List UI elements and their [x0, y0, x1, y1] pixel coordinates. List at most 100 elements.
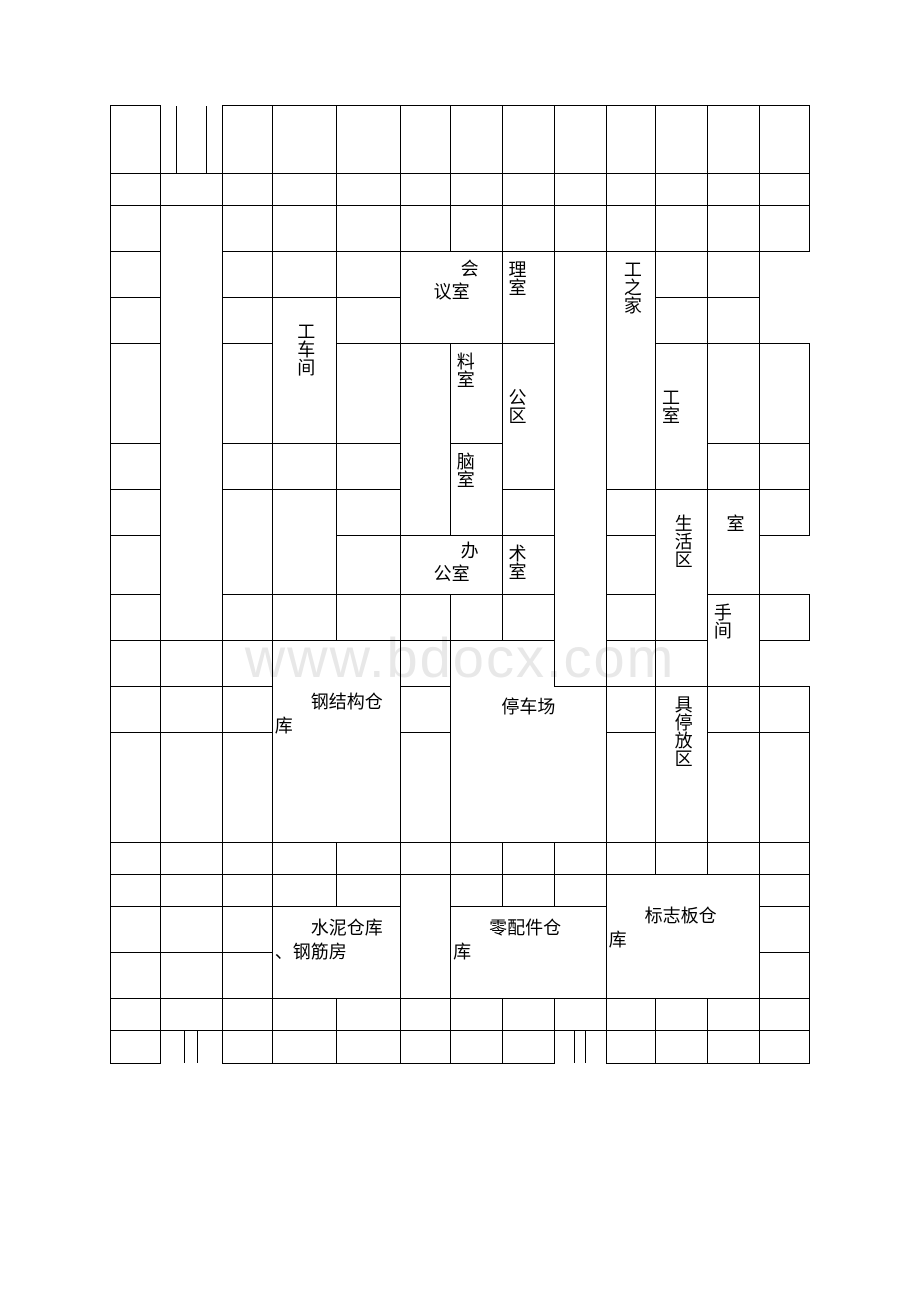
table-row — [111, 174, 810, 206]
cell — [502, 174, 554, 206]
cell — [760, 875, 810, 907]
cell — [760, 206, 810, 252]
cell — [502, 875, 554, 907]
cell — [401, 641, 451, 687]
cell — [337, 536, 401, 595]
cell — [337, 298, 401, 344]
cell — [272, 490, 336, 595]
cell — [451, 106, 503, 174]
cell — [554, 999, 606, 1031]
cell — [760, 106, 810, 174]
floorplan-table-container: 会议室 理室 工之家 工车间 料室 公区 工室 脑室 生活区 室 办公室 术室 — [110, 105, 810, 1064]
cell — [111, 843, 161, 875]
cell — [337, 106, 401, 174]
cell — [111, 999, 161, 1031]
cell — [554, 206, 606, 252]
cell — [502, 206, 554, 252]
cell — [760, 953, 810, 999]
cell-workshop: 工车间 — [272, 298, 336, 444]
cell — [708, 1031, 760, 1064]
cell — [554, 106, 606, 174]
cell — [760, 687, 810, 733]
cell-gong-area: 公区 — [502, 344, 554, 490]
cell — [656, 843, 708, 875]
cell — [337, 595, 401, 641]
cell — [222, 843, 272, 875]
cell — [111, 907, 161, 953]
cell — [272, 444, 336, 490]
cell — [222, 106, 272, 174]
cell — [111, 344, 161, 444]
cell — [502, 843, 554, 875]
table-row — [111, 999, 810, 1031]
cell — [160, 174, 222, 206]
cell — [502, 1031, 554, 1064]
cell — [160, 106, 191, 174]
cell — [401, 106, 451, 174]
cell-steel-warehouse: 钢结构仓库 — [272, 641, 401, 843]
cell-living-area: 生活区 — [656, 490, 708, 641]
cell — [272, 999, 336, 1031]
cell — [451, 595, 503, 641]
cell — [111, 687, 161, 733]
cell — [272, 1031, 336, 1064]
cell — [111, 444, 161, 490]
cell — [656, 298, 708, 344]
cell — [222, 490, 272, 595]
cell — [708, 843, 760, 875]
cell — [760, 843, 810, 875]
cell — [656, 206, 708, 252]
cell — [160, 953, 222, 999]
cell — [606, 174, 656, 206]
cell — [606, 641, 656, 687]
cell — [606, 490, 656, 536]
cell-sign-warehouse: 标志板仓库 — [606, 875, 759, 999]
cell — [760, 595, 810, 641]
cell — [401, 344, 451, 536]
cell — [656, 641, 708, 687]
cell — [222, 174, 272, 206]
cell — [401, 595, 451, 641]
cell — [401, 875, 451, 999]
cell — [760, 490, 810, 536]
cell — [656, 174, 708, 206]
cell — [554, 174, 606, 206]
cell — [272, 174, 336, 206]
cell — [222, 687, 272, 733]
cell — [111, 536, 161, 595]
cell — [337, 252, 401, 298]
cell — [708, 687, 760, 733]
cell — [451, 206, 503, 252]
cell — [111, 641, 161, 687]
cell — [111, 1031, 161, 1064]
cell — [760, 733, 810, 843]
cell-brain-room: 脑室 — [451, 444, 503, 536]
cell — [160, 1031, 222, 1064]
cell — [606, 843, 656, 875]
cell — [160, 733, 222, 843]
cell — [111, 953, 161, 999]
cell-worker-home: 工之家 — [606, 252, 656, 490]
cell — [760, 444, 810, 490]
cell — [502, 999, 554, 1031]
table-row — [111, 843, 810, 875]
cell — [554, 1031, 606, 1064]
cell — [554, 252, 606, 687]
cell — [451, 999, 503, 1031]
cell — [111, 875, 161, 907]
cell — [222, 1031, 272, 1064]
cell-li-room: 理室 — [502, 252, 554, 344]
cell — [111, 106, 161, 174]
cell — [337, 843, 401, 875]
cell — [708, 999, 760, 1031]
cell-office: 办公室 — [401, 536, 503, 595]
cell — [272, 875, 336, 907]
cell — [160, 843, 222, 875]
cell — [272, 252, 336, 298]
cell — [451, 875, 503, 907]
cell — [401, 1031, 451, 1064]
cell — [272, 843, 336, 875]
floorplan-table: 会议室 理室 工之家 工车间 料室 公区 工室 脑室 生活区 室 办公室 术室 — [110, 105, 810, 1064]
cell — [222, 298, 272, 344]
cell — [656, 252, 708, 298]
